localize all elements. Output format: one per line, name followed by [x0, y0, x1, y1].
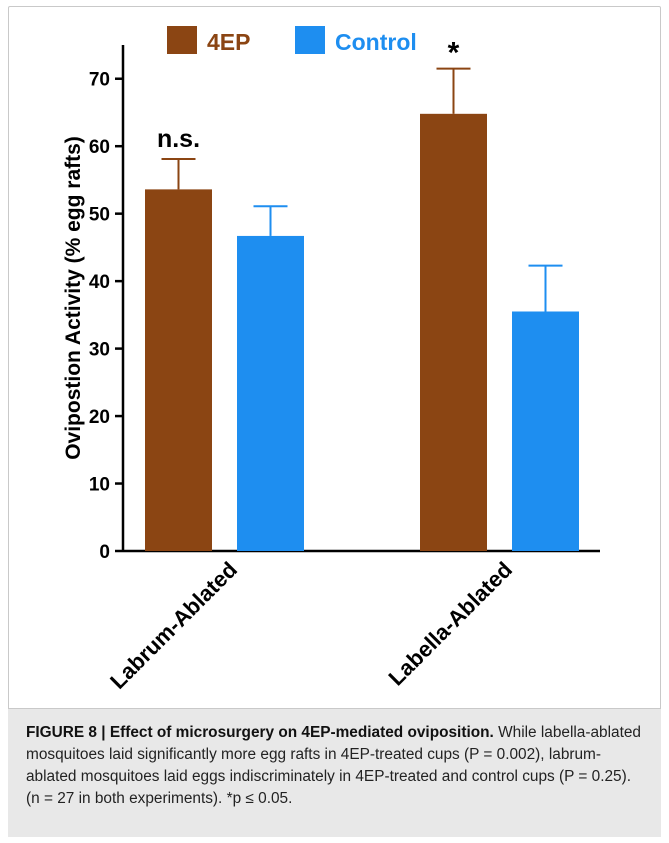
bar-4ep-1 — [420, 113, 487, 551]
y-tick-label: 60 — [89, 137, 110, 158]
legend-label-control: Control — [335, 29, 417, 55]
caption-label: FIGURE 8 | Effect of microsurgery on 4EP… — [26, 724, 494, 741]
y-tick-label: 10 — [89, 475, 110, 496]
bar-control-1 — [512, 311, 579, 551]
legend-swatch-control — [295, 26, 325, 54]
y-tick-label: 50 — [89, 205, 110, 226]
y-tick-label: 40 — [89, 272, 110, 293]
bar-4ep-0 — [145, 189, 212, 551]
legend-swatch-4ep — [167, 26, 197, 54]
figure-caption: FIGURE 8 | Effect of microsurgery on 4EP… — [8, 708, 661, 837]
caption-text: While labella-ablated mosquitoes laid si… — [26, 724, 641, 807]
y-tick-label: 70 — [89, 70, 110, 91]
y-tick-label: 0 — [99, 542, 110, 563]
significance-label: n.s. — [157, 125, 200, 153]
legend-label-4ep: 4EP — [207, 29, 250, 55]
y-tick-label: 20 — [89, 407, 110, 428]
y-tick-label: 30 — [89, 340, 110, 361]
x-tick-label: Labella-Ablated — [384, 557, 518, 691]
x-tick-label: Labrum-Ablated — [105, 557, 242, 694]
significance-label: * — [448, 37, 460, 70]
bar-chart: 0 10 20 30 40 50 60 70 Ovipostion Activity (% eg… — [62, 26, 600, 694]
bar-control-0 — [237, 235, 304, 551]
y-axis-title: Ovipostion Activity (% egg rafts) — [62, 136, 85, 460]
